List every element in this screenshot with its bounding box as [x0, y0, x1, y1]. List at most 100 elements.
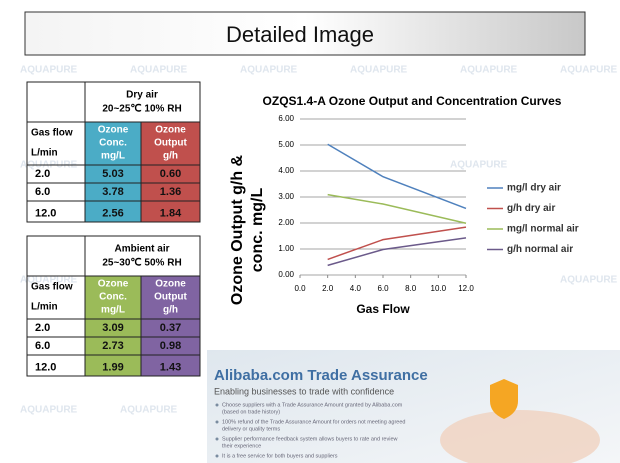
watermark: AQUAPURE: [350, 65, 408, 76]
watermark: AQUAPURE: [20, 65, 78, 76]
header-box: [24, 11, 586, 56]
table-border: [26, 81, 201, 223]
legend-label: g/h dry air: [507, 203, 555, 214]
banner-point: delivery or quality terms: [222, 426, 280, 432]
table-cell: 0.37: [160, 322, 181, 334]
y-tick-label: 1.00: [278, 244, 294, 253]
x-tick-label: 4.0: [350, 284, 362, 293]
y-axis-label: conc. mg/L: [249, 188, 266, 273]
y-tick-label: 3.00: [278, 192, 294, 201]
column-fill: [85, 122, 141, 222]
bullet: [215, 437, 219, 441]
series-line: [327, 193, 467, 224]
column-header: Output: [154, 292, 187, 303]
column-header: g/h: [163, 305, 178, 316]
column-header: L/min: [31, 148, 58, 159]
series-line: [327, 143, 467, 210]
column-header: Ozone: [98, 125, 129, 136]
x-tick-label: 10.0: [431, 284, 447, 293]
table-caption: 20~25℃ 10% RH: [102, 104, 181, 115]
table-cell: 5.03: [102, 168, 123, 180]
column-header: Ozone: [155, 125, 186, 136]
watermark: AQUAPURE: [20, 275, 78, 286]
table-cell: 1.99: [102, 361, 123, 373]
header-title: Detailed Image: [226, 22, 374, 47]
banner-point: Supplier performance feedback system all…: [222, 436, 398, 442]
watermark: AQUAPURE: [450, 160, 508, 171]
table-cell: 2.0: [35, 322, 50, 334]
bullet: [215, 420, 219, 424]
table-cell: 3.78: [102, 186, 123, 198]
legend-label: mg/l dry air: [507, 183, 561, 194]
x-tick-label: 0.0: [294, 284, 306, 293]
banner-subtitle: Enabling businesses to trade with confid…: [214, 386, 394, 396]
table-caption: Dry air: [126, 90, 158, 101]
tables: Dry air 20~25℃ 10% RH Gas flow L/min Ozone Co…: [26, 81, 201, 377]
table-cell: 1.36: [160, 186, 181, 198]
banner-point: their experience: [222, 443, 261, 449]
x-tick-label: 8.0: [405, 284, 417, 293]
chart: OZQS1.4-A Ozone Output and Concentration…: [229, 94, 579, 316]
legend-label: mg/l normal air: [507, 224, 579, 235]
y-tick-label: 2.00: [278, 218, 294, 227]
chart-title: OZQS1.4-A Ozone Output and Concentration…: [263, 94, 562, 108]
x-axis-label: Gas Flow: [356, 302, 410, 316]
column-header: mg/L: [101, 151, 125, 162]
table-cell: 6.0: [35, 186, 50, 198]
table-cell: 12.0: [35, 361, 56, 373]
bullet: [215, 403, 219, 407]
shield: [490, 379, 518, 419]
y-tick-label: 0.00: [278, 270, 294, 279]
column-header: Ozone: [155, 279, 186, 290]
table-cell: 12.0: [35, 207, 56, 219]
column-header: L/min: [31, 302, 58, 313]
table-cell: 2.0: [35, 168, 50, 180]
table-caption: Ambient air: [114, 244, 169, 255]
column-header: Conc.: [99, 138, 127, 149]
watermark: AQUAPURE: [20, 405, 78, 416]
table-border: [26, 235, 201, 377]
table-cell: 0.60: [160, 168, 181, 180]
series-line: [327, 237, 467, 267]
column-header: Conc.: [99, 292, 127, 303]
bullet: [215, 454, 219, 458]
watermark: AQUAPURE: [240, 65, 298, 76]
table-cell: 1.84: [160, 207, 182, 219]
table-cell: 3.09: [102, 322, 123, 334]
y-axis-label: Ozone Output g/h &: [229, 154, 246, 305]
banner-point: (based on trade history): [222, 409, 280, 415]
column-fill: [141, 276, 200, 376]
watermark: AQUAPURE: [560, 65, 618, 76]
watermark: AQUAPURE: [130, 65, 188, 76]
column-header: g/h: [163, 151, 178, 162]
banner-title: Alibaba.com Trade Assurance: [214, 367, 428, 384]
column-header: Gas flow: [31, 282, 73, 293]
column-header: mg/L: [101, 305, 125, 316]
y-tick-label: 6.00: [278, 114, 294, 123]
banner-point: It is a free service for both buyers and…: [222, 453, 338, 459]
x-tick-label: 12.0: [458, 284, 474, 293]
series-line: [327, 226, 467, 261]
column-fill: [85, 276, 141, 376]
banner-point: Choose suppliers with a Trade Assurance …: [222, 402, 403, 408]
table-cell: 0.98: [160, 340, 181, 352]
hands: [440, 410, 600, 463]
column-fill: [141, 122, 200, 222]
watermark: AQUAPURE: [560, 275, 618, 286]
table-caption: 25~30℃ 50% RH: [102, 258, 181, 269]
column-header: Gas flow: [31, 128, 73, 139]
y-tick-label: 5.00: [278, 140, 294, 149]
y-tick-label: 4.00: [278, 166, 294, 175]
banner: Alibaba.com Trade Assurance Enabling busi…: [207, 350, 620, 463]
table-cell: 1.43: [160, 361, 181, 373]
banner-point: 100% refund of the Trade Assurance Amoun…: [222, 419, 405, 425]
table-cell: 6.0: [35, 340, 50, 352]
table-cell: 2.73: [102, 340, 123, 352]
column-header: Output: [154, 138, 187, 149]
watermark: AQUAPURE: [120, 405, 178, 416]
watermark: AQUAPURE: [460, 65, 518, 76]
legend-label: g/h normal air: [507, 244, 573, 255]
table-cell: 2.56: [102, 207, 123, 219]
x-tick-label: 2.0: [322, 284, 334, 293]
